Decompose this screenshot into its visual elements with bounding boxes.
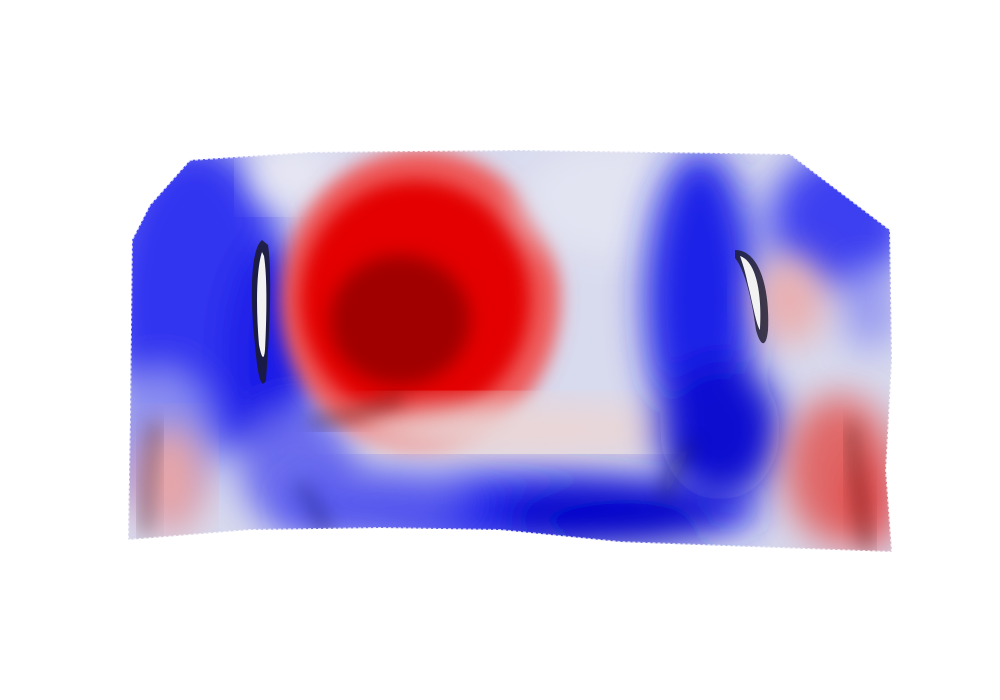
right-fold-slot [735, 250, 769, 344]
left-fold-slot [251, 240, 271, 384]
mesh-outline [126, 148, 894, 554]
mesh-surface [128, 150, 892, 552]
